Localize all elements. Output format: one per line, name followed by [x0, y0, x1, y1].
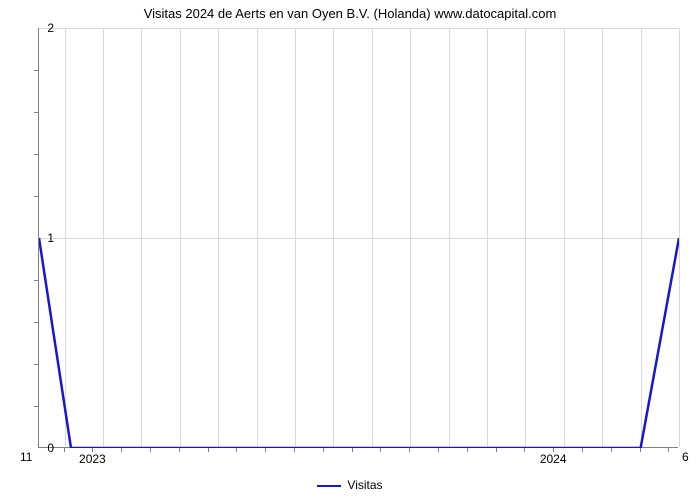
x-tick-minor [611, 448, 612, 452]
x-axis-label: 2023 [79, 452, 106, 466]
corner-label-left: 11 [20, 450, 32, 464]
grid-line-h [39, 238, 678, 239]
x-tick-minor [438, 448, 439, 452]
y-tick-minor [34, 154, 38, 155]
grid-line-h [39, 28, 678, 29]
x-tick-minor [323, 448, 324, 452]
x-tick-minor [179, 448, 180, 452]
y-tick-minor [34, 196, 38, 197]
x-tick-minor [380, 448, 381, 452]
y-tick-label: 1 [38, 231, 54, 245]
chart-container: Visitas 2024 de Aerts en van Oyen B.V. (… [0, 0, 700, 500]
x-tick-minor [352, 448, 353, 452]
x-tick-minor [467, 448, 468, 452]
y-tick-minor [34, 70, 38, 71]
y-tick-minor [34, 406, 38, 407]
y-tick-minor [34, 322, 38, 323]
plot-area [38, 28, 678, 448]
x-tick-minor [409, 448, 410, 452]
y-tick-label: 2 [38, 21, 54, 35]
x-tick-minor [208, 448, 209, 452]
grid-line-v [679, 28, 680, 447]
x-tick-minor [640, 448, 641, 452]
x-tick-minor [668, 448, 669, 452]
x-tick-minor [64, 448, 65, 452]
chart-title: Visitas 2024 de Aerts en van Oyen B.V. (… [0, 6, 700, 21]
x-tick-minor [265, 448, 266, 452]
x-tick-minor [121, 448, 122, 452]
x-tick-minor [150, 448, 151, 452]
legend-swatch [317, 485, 341, 487]
legend-label: Visitas [347, 478, 382, 492]
x-tick-minor [496, 448, 497, 452]
x-tick-minor [236, 448, 237, 452]
corner-label-right: 6 [682, 450, 689, 464]
x-tick-minor [524, 448, 525, 452]
y-tick-label: 0 [38, 441, 54, 455]
y-tick-minor [34, 112, 38, 113]
x-tick-minor [582, 448, 583, 452]
x-axis-label: 2024 [540, 452, 567, 466]
x-tick-minor [294, 448, 295, 452]
y-tick-minor [34, 364, 38, 365]
y-tick-minor [34, 280, 38, 281]
legend: Visitas [0, 478, 700, 492]
